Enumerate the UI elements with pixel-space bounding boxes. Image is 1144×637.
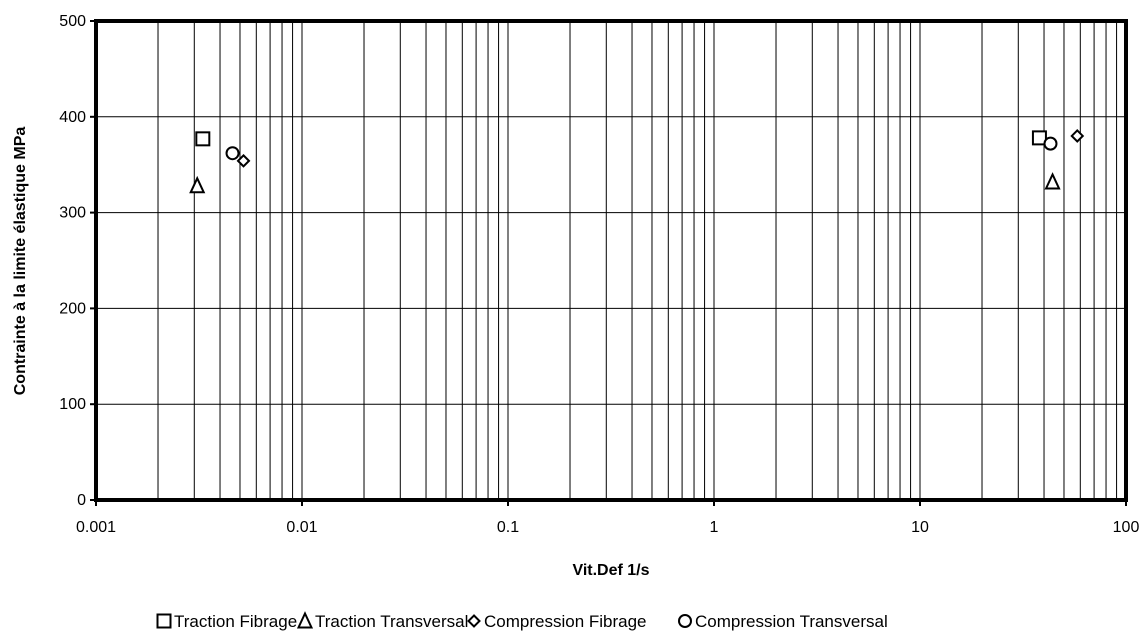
- grid-lines: [96, 21, 1126, 500]
- y-tick-labels: 0 100 200 300 400 500: [59, 13, 96, 509]
- legend-label: Traction Fibrage: [174, 612, 297, 631]
- data-point-square: [1031, 130, 1047, 146]
- y-tick-label: 200: [59, 300, 86, 317]
- data-point-triangle: [1044, 172, 1061, 190]
- y-tick-label: 500: [59, 13, 86, 30]
- y-tick-label: 400: [59, 109, 86, 126]
- legend-marker-circle: [678, 614, 692, 628]
- y-tick-label: 100: [59, 396, 86, 413]
- data-point-triangle: [189, 175, 206, 194]
- x-tick-label: 1: [710, 519, 719, 536]
- data-point-circle: [1043, 136, 1058, 151]
- legend-marker-diamond: [467, 614, 481, 628]
- x-axis-title: Vit.Def 1/s: [572, 562, 649, 579]
- y-tick-label: 300: [59, 205, 86, 222]
- y-tick-label: 0: [77, 492, 86, 509]
- x-tick-label: 0.001: [76, 519, 116, 536]
- legend-label: Traction Transversal: [315, 612, 468, 631]
- legend-label: Compression Fibrage: [484, 612, 647, 631]
- x-tick-label: 100: [1113, 519, 1140, 536]
- y-axis-title: Contrainte à la limite élastique MPa: [12, 127, 29, 396]
- data-point-diamond: [1070, 129, 1085, 143]
- legend: Traction Fibrage Traction Transversal Comp…: [156, 611, 888, 631]
- x-tick-label: 10: [911, 519, 929, 536]
- data-point-diamond: [236, 153, 251, 168]
- legend-label: Compression Transversal: [695, 612, 888, 631]
- data-markers: [189, 129, 1085, 194]
- legend-marker-square: [156, 613, 172, 629]
- x-tick-label: 0.01: [286, 519, 317, 536]
- data-point-square: [195, 131, 211, 147]
- x-tick-labels: 0.001 0.01 0.1 1 10 100: [76, 500, 1139, 536]
- x-tick-label: 0.1: [497, 519, 519, 536]
- data-point-circle: [225, 146, 240, 161]
- plot-frame: [94, 19, 1128, 502]
- legend-marker-triangle: [296, 611, 314, 629]
